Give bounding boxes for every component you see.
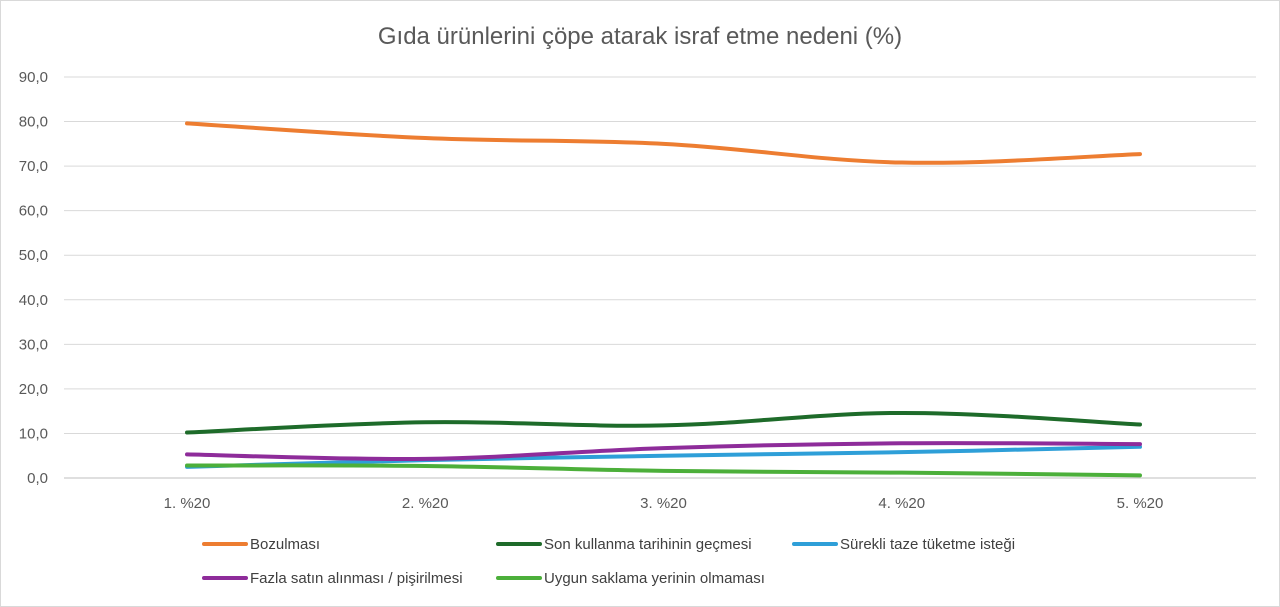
y-tick-label: 80,0 xyxy=(19,114,48,131)
legend-item: Son kullanma tarihinin geçmesi xyxy=(496,536,752,553)
y-tick-label: 50,0 xyxy=(19,247,48,264)
series-lines xyxy=(185,121,1142,478)
legend-item: Bozulması xyxy=(202,536,320,553)
x-tick-label: 3. %20 xyxy=(640,495,687,512)
y-tick-label: 60,0 xyxy=(19,203,48,220)
y-tick-label: 0,0 xyxy=(27,470,48,487)
series-line-uygun-saklama-yerinin-olmamas xyxy=(185,463,1142,478)
x-tick-label: 2. %20 xyxy=(402,495,449,512)
y-tick-label: 40,0 xyxy=(19,292,48,309)
y-tick-label: 10,0 xyxy=(19,425,48,442)
series-line-son-kullanma-tarihinin-ge-mesi xyxy=(185,410,1142,435)
x-tick-label: 4. %20 xyxy=(878,495,925,512)
series-line-bozulmas xyxy=(185,121,1142,165)
legend-label: Son kullanma tarihinin geçmesi xyxy=(544,536,752,553)
legend-item: Sürekli taze tüketme isteği xyxy=(792,536,1015,553)
x-tick-label: 1. %20 xyxy=(164,495,211,512)
chart-title: Gıda ürünlerini çöpe atarak israf etme n… xyxy=(378,23,902,50)
legend-label: Bozulması xyxy=(250,536,320,553)
y-tick-label: 90,0 xyxy=(19,69,48,86)
y-tick-label: 30,0 xyxy=(19,336,48,353)
legend-label: Fazla satın alınması / pişirilmesi xyxy=(250,570,463,587)
x-axis-ticks: 1. %20 2. %20 3. %20 4. %20 5. %20 xyxy=(164,495,1164,512)
gridlines xyxy=(64,76,1256,479)
legend-item: Fazla satın alınması / pişirilmesi xyxy=(202,570,463,587)
x-tick-label: 5. %20 xyxy=(1117,495,1164,512)
legend-item: Uygun saklama yerinin olmaması xyxy=(496,570,765,587)
legend: Bozulması Son kullanma tarihinin geçmesi S… xyxy=(202,536,1015,587)
legend-label: Uygun saklama yerinin olmaması xyxy=(544,570,765,587)
legend-label: Sürekli taze tüketme isteği xyxy=(840,536,1015,553)
y-axis-ticks: 0,0 10,0 20,0 30,0 40,0 50,0 60,0 70,0 80,0 90,0 xyxy=(19,69,48,487)
series-line-fazla-sat-n-al-nmas-pi-irilmesi xyxy=(185,441,1142,462)
y-tick-label: 70,0 xyxy=(19,158,48,175)
series-line-s-rekli-taze-t-ketme-iste-i xyxy=(185,444,1142,469)
y-tick-label: 20,0 xyxy=(19,381,48,398)
